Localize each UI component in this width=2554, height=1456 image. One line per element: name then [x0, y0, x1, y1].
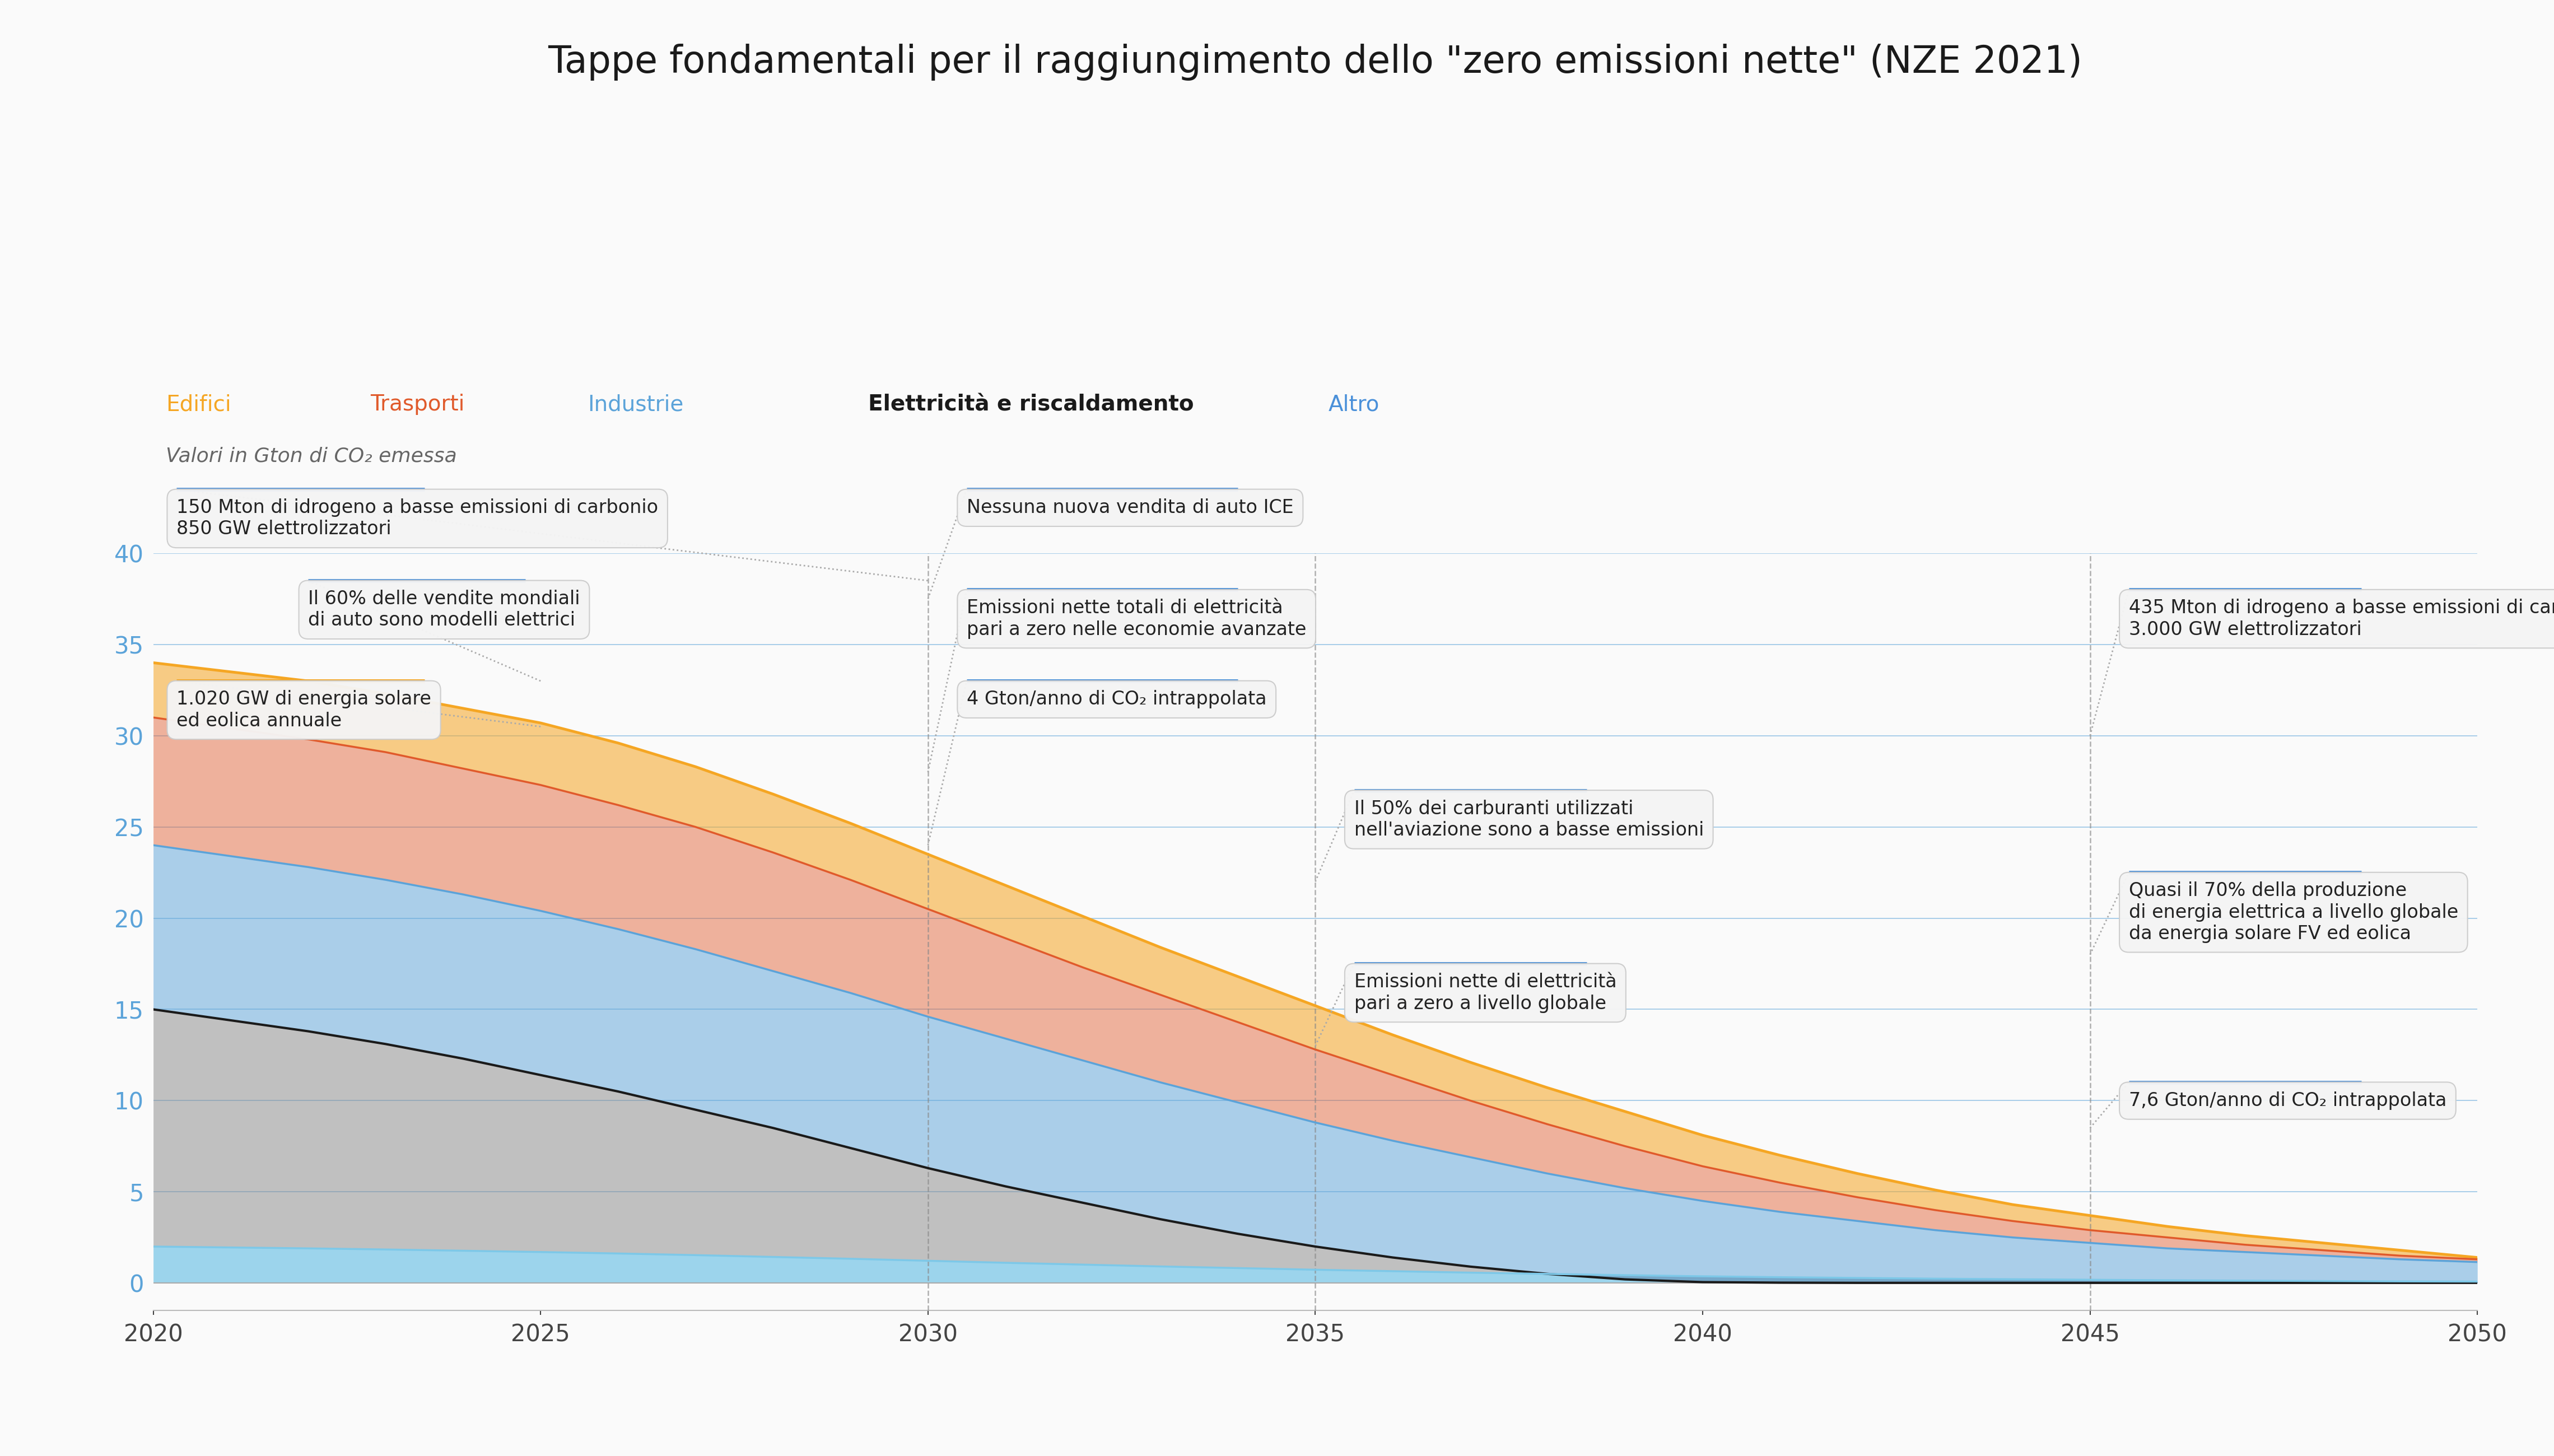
Text: Industrie: Industrie [587, 393, 684, 415]
Text: Nessuna nuova vendita di auto ICE: Nessuna nuova vendita di auto ICE [968, 498, 1295, 517]
Text: 1.020 GW di energia solare
ed eolica annuale: 1.020 GW di energia solare ed eolica ann… [176, 690, 432, 729]
Text: Quasi il 70% della produzione
di energia elettrica a livello globale
da energia : Quasi il 70% della produzione di energia… [2130, 882, 2460, 943]
Text: Elettricità e riscaldamento: Elettricità e riscaldamento [868, 393, 1195, 415]
Text: Emissioni nette totali di elettricità
pari a zero nelle economie avanzate: Emissioni nette totali di elettricità pa… [968, 598, 1305, 639]
Text: Altro: Altro [1328, 393, 1379, 415]
Text: 150 Mton di idrogeno a basse emissioni di carbonio
850 GW elettrolizzatori: 150 Mton di idrogeno a basse emissioni d… [176, 498, 659, 539]
Text: Il 60% delle vendite mondiali
di auto sono modelli elettrici: Il 60% delle vendite mondiali di auto so… [309, 590, 580, 629]
Text: 4 Gton/anno di CO₂ intrappolata: 4 Gton/anno di CO₂ intrappolata [968, 690, 1267, 709]
Text: Il 50% dei carburanti utilizzati
nell'aviazione sono a basse emissioni: Il 50% dei carburanti utilizzati nell'av… [1354, 799, 1704, 840]
Text: Edifici: Edifici [166, 393, 232, 415]
Text: Emissioni nette di elettricità
pari a zero a livello globale: Emissioni nette di elettricità pari a ze… [1354, 973, 1617, 1013]
Text: Tappe fondamentali per il raggiungimento dello "zero emissioni nette" (NZE 2021): Tappe fondamentali per il raggiungimento… [549, 44, 2082, 80]
Text: Valori in Gton di CO₂ emessa: Valori in Gton di CO₂ emessa [166, 447, 457, 466]
Text: Trasporti: Trasporti [370, 393, 465, 415]
Text: 435 Mton di idrogeno a basse emissioni di carbonio
3.000 GW elettrolizzatori: 435 Mton di idrogeno a basse emissioni d… [2130, 598, 2554, 639]
Text: 7,6 Gton/anno di CO₂ intrappolata: 7,6 Gton/anno di CO₂ intrappolata [2130, 1092, 2447, 1109]
